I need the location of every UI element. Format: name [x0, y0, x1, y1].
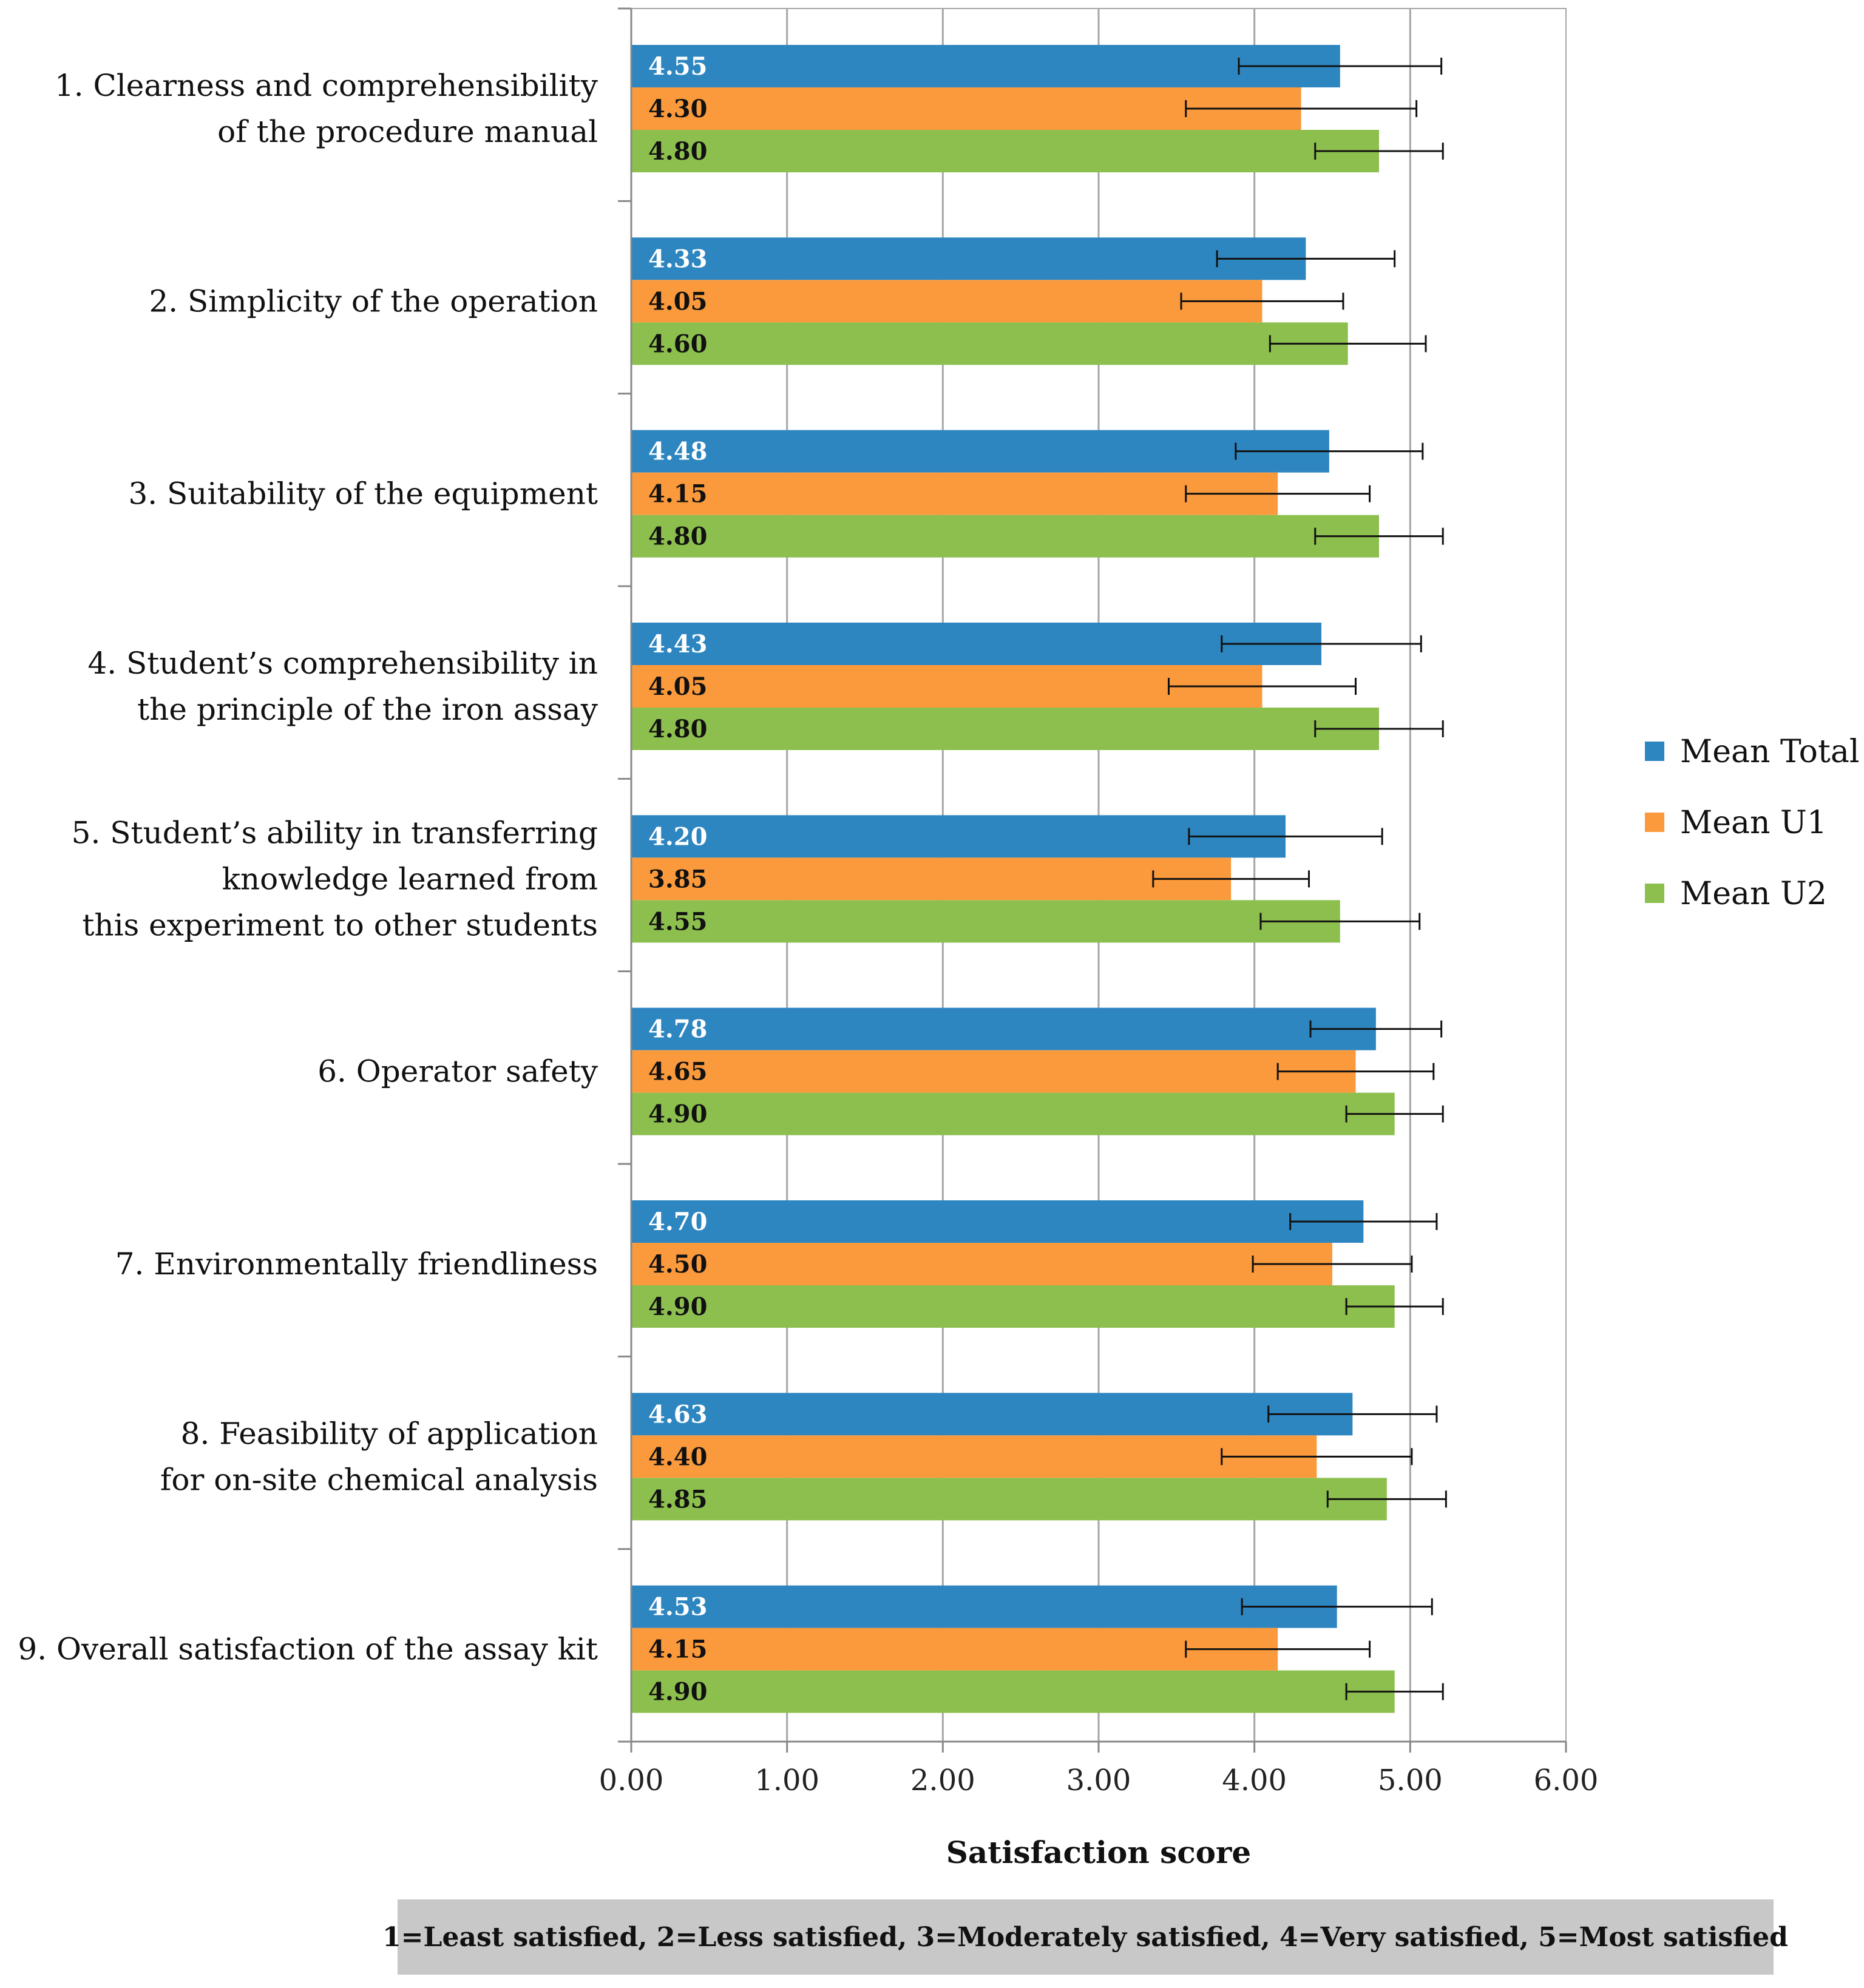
x-axis-title: Satisfaction score	[946, 1834, 1251, 1870]
category-label: of the procedure manual	[217, 114, 598, 149]
bar-mean-u1	[631, 1628, 1278, 1671]
data-label: 4.55	[648, 52, 707, 81]
bar-mean-total	[631, 1585, 1337, 1628]
bar-mean-total	[631, 430, 1329, 473]
data-label: 4.40	[648, 1442, 707, 1471]
legend-swatch-mean-total	[1645, 742, 1664, 761]
bar-mean-u2	[631, 1285, 1395, 1328]
x-tick-label: 6.00	[1534, 1763, 1599, 1797]
data-label: 4.90	[648, 1293, 707, 1321]
category-label: 9. Overall satisfaction of the assay kit	[18, 1632, 598, 1667]
x-tick-label: 2.00	[910, 1763, 975, 1797]
data-label: 4.60	[648, 330, 707, 358]
data-label: 4.80	[648, 715, 707, 743]
bar-mean-total	[631, 1200, 1364, 1243]
bar-mean-u1	[631, 1243, 1332, 1285]
category-label: 7. Environmentally friendliness	[115, 1246, 598, 1282]
legend-label: Mean Total	[1680, 734, 1860, 770]
bar-mean-total	[631, 237, 1306, 280]
category-labels-group: 1. Clearness and comprehensibility of the…	[18, 68, 598, 1667]
category-label: knowledge learned from	[222, 861, 598, 896]
bar-mean-total	[631, 623, 1322, 665]
data-label: 4.15	[648, 480, 707, 509]
bar-mean-total	[631, 45, 1340, 87]
footnote-text: 1=Least satisfied, 2=Less satisfied, 3=M…	[382, 1922, 1788, 1953]
category-label: 3. Suitability of the equipment	[128, 476, 598, 512]
data-label: 4.20	[648, 822, 707, 851]
bar-mean-u2	[631, 322, 1348, 365]
category-label: 8. Feasibility of application	[181, 1416, 598, 1451]
legend: Mean Total Mean U1 Mean U2	[1645, 734, 1860, 912]
x-tick-label: 0.00	[599, 1763, 664, 1797]
x-tick-label: 4.00	[1222, 1763, 1287, 1797]
data-label: 4.63	[648, 1400, 707, 1428]
x-tick-label: 3.00	[1066, 1763, 1131, 1797]
bars-group: 4.55 4.30 4.80 4.33 4.05 4.60 4.48 4.15 4.80 4.43…	[631, 45, 1395, 1713]
legend-swatch-mean-u1	[1645, 813, 1664, 832]
data-label: 4.43	[648, 630, 707, 658]
bar-mean-u2	[631, 900, 1340, 943]
data-label: 4.48	[648, 438, 707, 466]
data-label: 4.80	[648, 137, 707, 166]
data-label: 3.85	[648, 865, 707, 893]
bar-mean-total	[631, 1393, 1353, 1436]
data-label: 4.70	[648, 1208, 707, 1236]
axes-group: 0.00 1.00 2.00 3.00 4.00 5.00 6.00 Satisfaction…	[599, 7, 1599, 1870]
data-label: 4.85	[648, 1485, 707, 1513]
data-label: 4.33	[648, 245, 707, 273]
data-label: 4.30	[648, 95, 707, 123]
data-label: 4.55	[648, 907, 707, 936]
bar-mean-u2	[631, 515, 1379, 558]
error-bars-group	[1152, 58, 1447, 1700]
legend-label: Mean U1	[1680, 805, 1827, 841]
category-label: 2. Simplicity of the operation	[149, 283, 598, 319]
footnote-box: 1=Least satisfied, 2=Less satisfied, 3=M…	[382, 1899, 1788, 1975]
data-label: 4.53	[648, 1593, 707, 1621]
bar-mean-u2	[631, 1478, 1387, 1521]
bar-mean-u2	[631, 1670, 1395, 1713]
bar-mean-u1	[631, 280, 1262, 323]
data-label: 4.05	[648, 672, 707, 701]
bar-mean-u1	[631, 857, 1232, 901]
category-label: 5. Student’s ability in transferring	[72, 815, 598, 850]
bar-mean-total	[631, 815, 1286, 858]
bar-mean-u1	[631, 472, 1278, 515]
data-label: 4.78	[648, 1015, 707, 1044]
bar-mean-u2	[631, 708, 1379, 750]
category-label: for on-site chemical analysis	[160, 1462, 598, 1497]
data-label: 4.50	[648, 1250, 707, 1279]
category-label: 6. Operator safety	[317, 1054, 598, 1089]
category-label: this experiment to other students	[82, 907, 598, 942]
bar-mean-u1	[631, 1435, 1317, 1478]
legend-label: Mean U2	[1680, 876, 1827, 912]
bar-mean-u2	[631, 1092, 1395, 1135]
category-label: the principle of the iron assay	[137, 692, 598, 727]
x-tick-label: 1.00	[754, 1763, 819, 1797]
data-label: 4.15	[648, 1635, 707, 1664]
data-label: 4.80	[648, 522, 707, 551]
bar-mean-total	[631, 1007, 1376, 1050]
legend-swatch-mean-u2	[1645, 884, 1664, 903]
x-tick-label: 5.00	[1378, 1763, 1443, 1797]
data-label: 4.90	[648, 1678, 707, 1706]
data-label: 4.05	[648, 287, 707, 316]
bar-mean-u1	[631, 1050, 1356, 1093]
category-label: 1. Clearness and comprehensibility	[55, 68, 598, 103]
footnote-background	[398, 1899, 1774, 1975]
data-label: 4.65	[648, 1058, 707, 1086]
data-label: 4.90	[648, 1100, 707, 1129]
bar-mean-u1	[631, 665, 1262, 708]
bar-mean-u2	[631, 130, 1379, 172]
category-label: 4. Student’s comprehensibility in	[87, 646, 598, 681]
